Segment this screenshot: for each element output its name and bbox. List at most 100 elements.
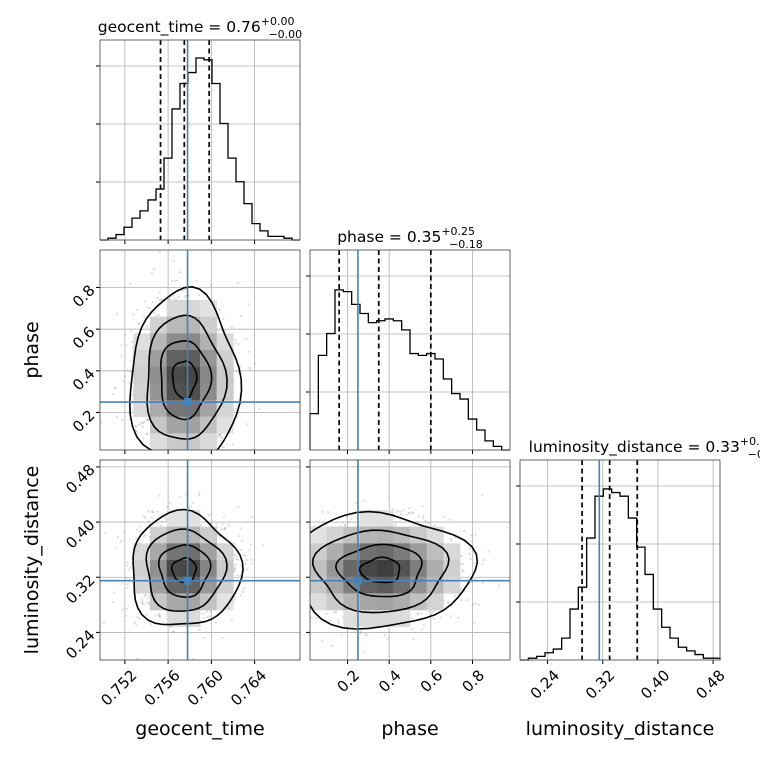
density-cell [410, 560, 427, 577]
scatter-point [448, 518, 451, 521]
scatter-point [202, 636, 205, 639]
scatter-point [206, 460, 208, 462]
scatter-point [126, 369, 129, 372]
scatter-point [235, 557, 238, 561]
scatter-point [400, 513, 403, 516]
hist-panel-phase: phase = 0.35+0.25 −0.18 [306, 225, 511, 454]
scatter-point [134, 425, 137, 428]
density-cell [216, 350, 234, 367]
scatter-point [249, 367, 252, 370]
scatter-point [165, 451, 167, 453]
density-cell [200, 560, 217, 577]
scatter-point [417, 515, 421, 518]
scatter-point [124, 577, 128, 580]
density-cell [150, 383, 167, 401]
density-cell [150, 560, 167, 577]
density-cell [200, 433, 217, 450]
contour-level-1 [311, 529, 450, 614]
scatter-point [422, 624, 426, 627]
scatter-point [429, 613, 432, 616]
scatter-point [148, 603, 151, 606]
contour-level-1 [146, 314, 228, 440]
scatter-point [135, 528, 138, 531]
scatter-point [221, 445, 224, 448]
scatter-point [237, 342, 240, 345]
density-cell [326, 593, 344, 611]
scatter-point [172, 260, 175, 263]
density-cell [343, 543, 361, 561]
scatter-point [131, 346, 134, 349]
density-cell [166, 510, 184, 527]
xtick-label-geocent_time-0: 0.752 [97, 666, 140, 709]
scatter-point [461, 568, 464, 571]
scatter-point [439, 616, 442, 619]
scatter-point [141, 421, 144, 424]
scatter-point [209, 284, 212, 287]
scatter-point [138, 322, 141, 325]
xtick-label-geocent_time-3: 0.764 [227, 666, 270, 709]
scatter-point [407, 511, 410, 514]
scatter-point [130, 359, 133, 362]
density-cell [426, 543, 444, 561]
scatter-point [222, 464, 224, 466]
panel-title-geocent_time: geocent_time = 0.76+0.00 −0.00 [98, 15, 302, 41]
scatter-point [238, 534, 241, 538]
scatter-point [127, 568, 130, 572]
scatter-point [148, 307, 152, 310]
scatter-point [178, 495, 181, 498]
contour-level-3 [171, 360, 198, 401]
scatter-point [363, 499, 366, 502]
scatter-point [159, 615, 162, 618]
scatter-point [399, 510, 402, 513]
scatter-point [224, 330, 227, 333]
density-cell [393, 526, 411, 544]
scatter-point [447, 601, 450, 605]
scatter-point [126, 586, 129, 590]
scatter-point [144, 593, 147, 596]
density-cell [360, 510, 377, 527]
xtick-label-luminosity_distance-0: 0.24 [527, 666, 563, 702]
scatter-point [303, 525, 305, 527]
density-cell [376, 560, 394, 577]
scatter-point [301, 548, 303, 550]
scatter-point [219, 434, 222, 437]
scatter-point [248, 366, 251, 369]
scatter-point [129, 370, 132, 374]
ytick-label-luminosity_distance-2: 0.40 [62, 516, 98, 552]
scatter-point [122, 531, 125, 534]
scatter-point [174, 298, 178, 301]
scatter-point [182, 463, 184, 465]
scatter-point [143, 535, 146, 538]
scatter-point [151, 510, 154, 513]
scatter-point [237, 370, 240, 373]
scatter-point [217, 329, 220, 332]
scatter-point [310, 616, 313, 619]
scatter-point [133, 621, 137, 624]
xtick-label-luminosity_distance-2: 0.40 [637, 666, 673, 702]
scatter-point [100, 421, 103, 424]
scatter-point [216, 435, 220, 439]
scatter-point [135, 425, 138, 428]
scatter-point [177, 295, 180, 299]
scatter-point [178, 271, 181, 274]
scatter-point [297, 541, 299, 543]
scatter-point [142, 603, 145, 606]
scatter-point [477, 603, 481, 606]
scatter-point [174, 454, 176, 456]
xtick-label-geocent_time-2: 0.760 [184, 666, 227, 709]
scatter-point [231, 443, 235, 446]
scatter-point [149, 623, 152, 626]
joint-frame-0 [99, 249, 301, 451]
contour-level-0 [310, 510, 479, 630]
scatter-point [139, 525, 142, 528]
scatter-point [416, 520, 419, 523]
scatter-point [391, 508, 394, 511]
scatter-point [206, 615, 209, 619]
density-cell [133, 576, 151, 594]
scatter-point [230, 325, 233, 329]
scatter-point [158, 298, 162, 302]
density-cell [216, 593, 234, 611]
scatter-point [207, 514, 210, 517]
scatter-point [156, 468, 158, 470]
scatter-point [427, 521, 430, 525]
